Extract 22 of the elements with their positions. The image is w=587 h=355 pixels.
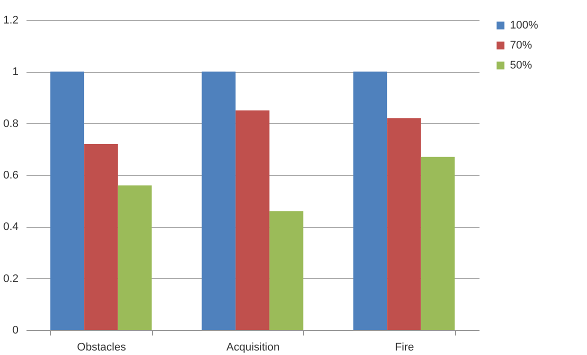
bar: [387, 118, 421, 330]
x-tick-label: Acquisition: [226, 342, 280, 354]
y-tick-label: 0.8: [3, 118, 18, 130]
y-tick-label: 0.4: [3, 221, 18, 234]
y-tick-label: 0.6: [3, 170, 18, 182]
bar: [202, 72, 236, 330]
y-tick-label: 0: [12, 324, 18, 336]
bar: [269, 211, 304, 330]
bar: [353, 72, 388, 330]
y-tick-label: 1: [12, 66, 18, 78]
y-tick-label: 1.2: [3, 14, 18, 26]
x-tick-label: Obstacles: [77, 342, 126, 354]
legend-label: 100%: [510, 20, 538, 32]
bar: [420, 156, 455, 330]
bar: [50, 72, 84, 330]
x-tick-label: Fire: [395, 342, 414, 354]
legend-label: 50%: [510, 60, 532, 72]
bar: [118, 185, 152, 330]
bar: [236, 110, 270, 330]
bar: [84, 144, 118, 330]
y-tick-label: 0.2: [3, 272, 18, 285]
legend-label: 70%: [510, 40, 532, 52]
